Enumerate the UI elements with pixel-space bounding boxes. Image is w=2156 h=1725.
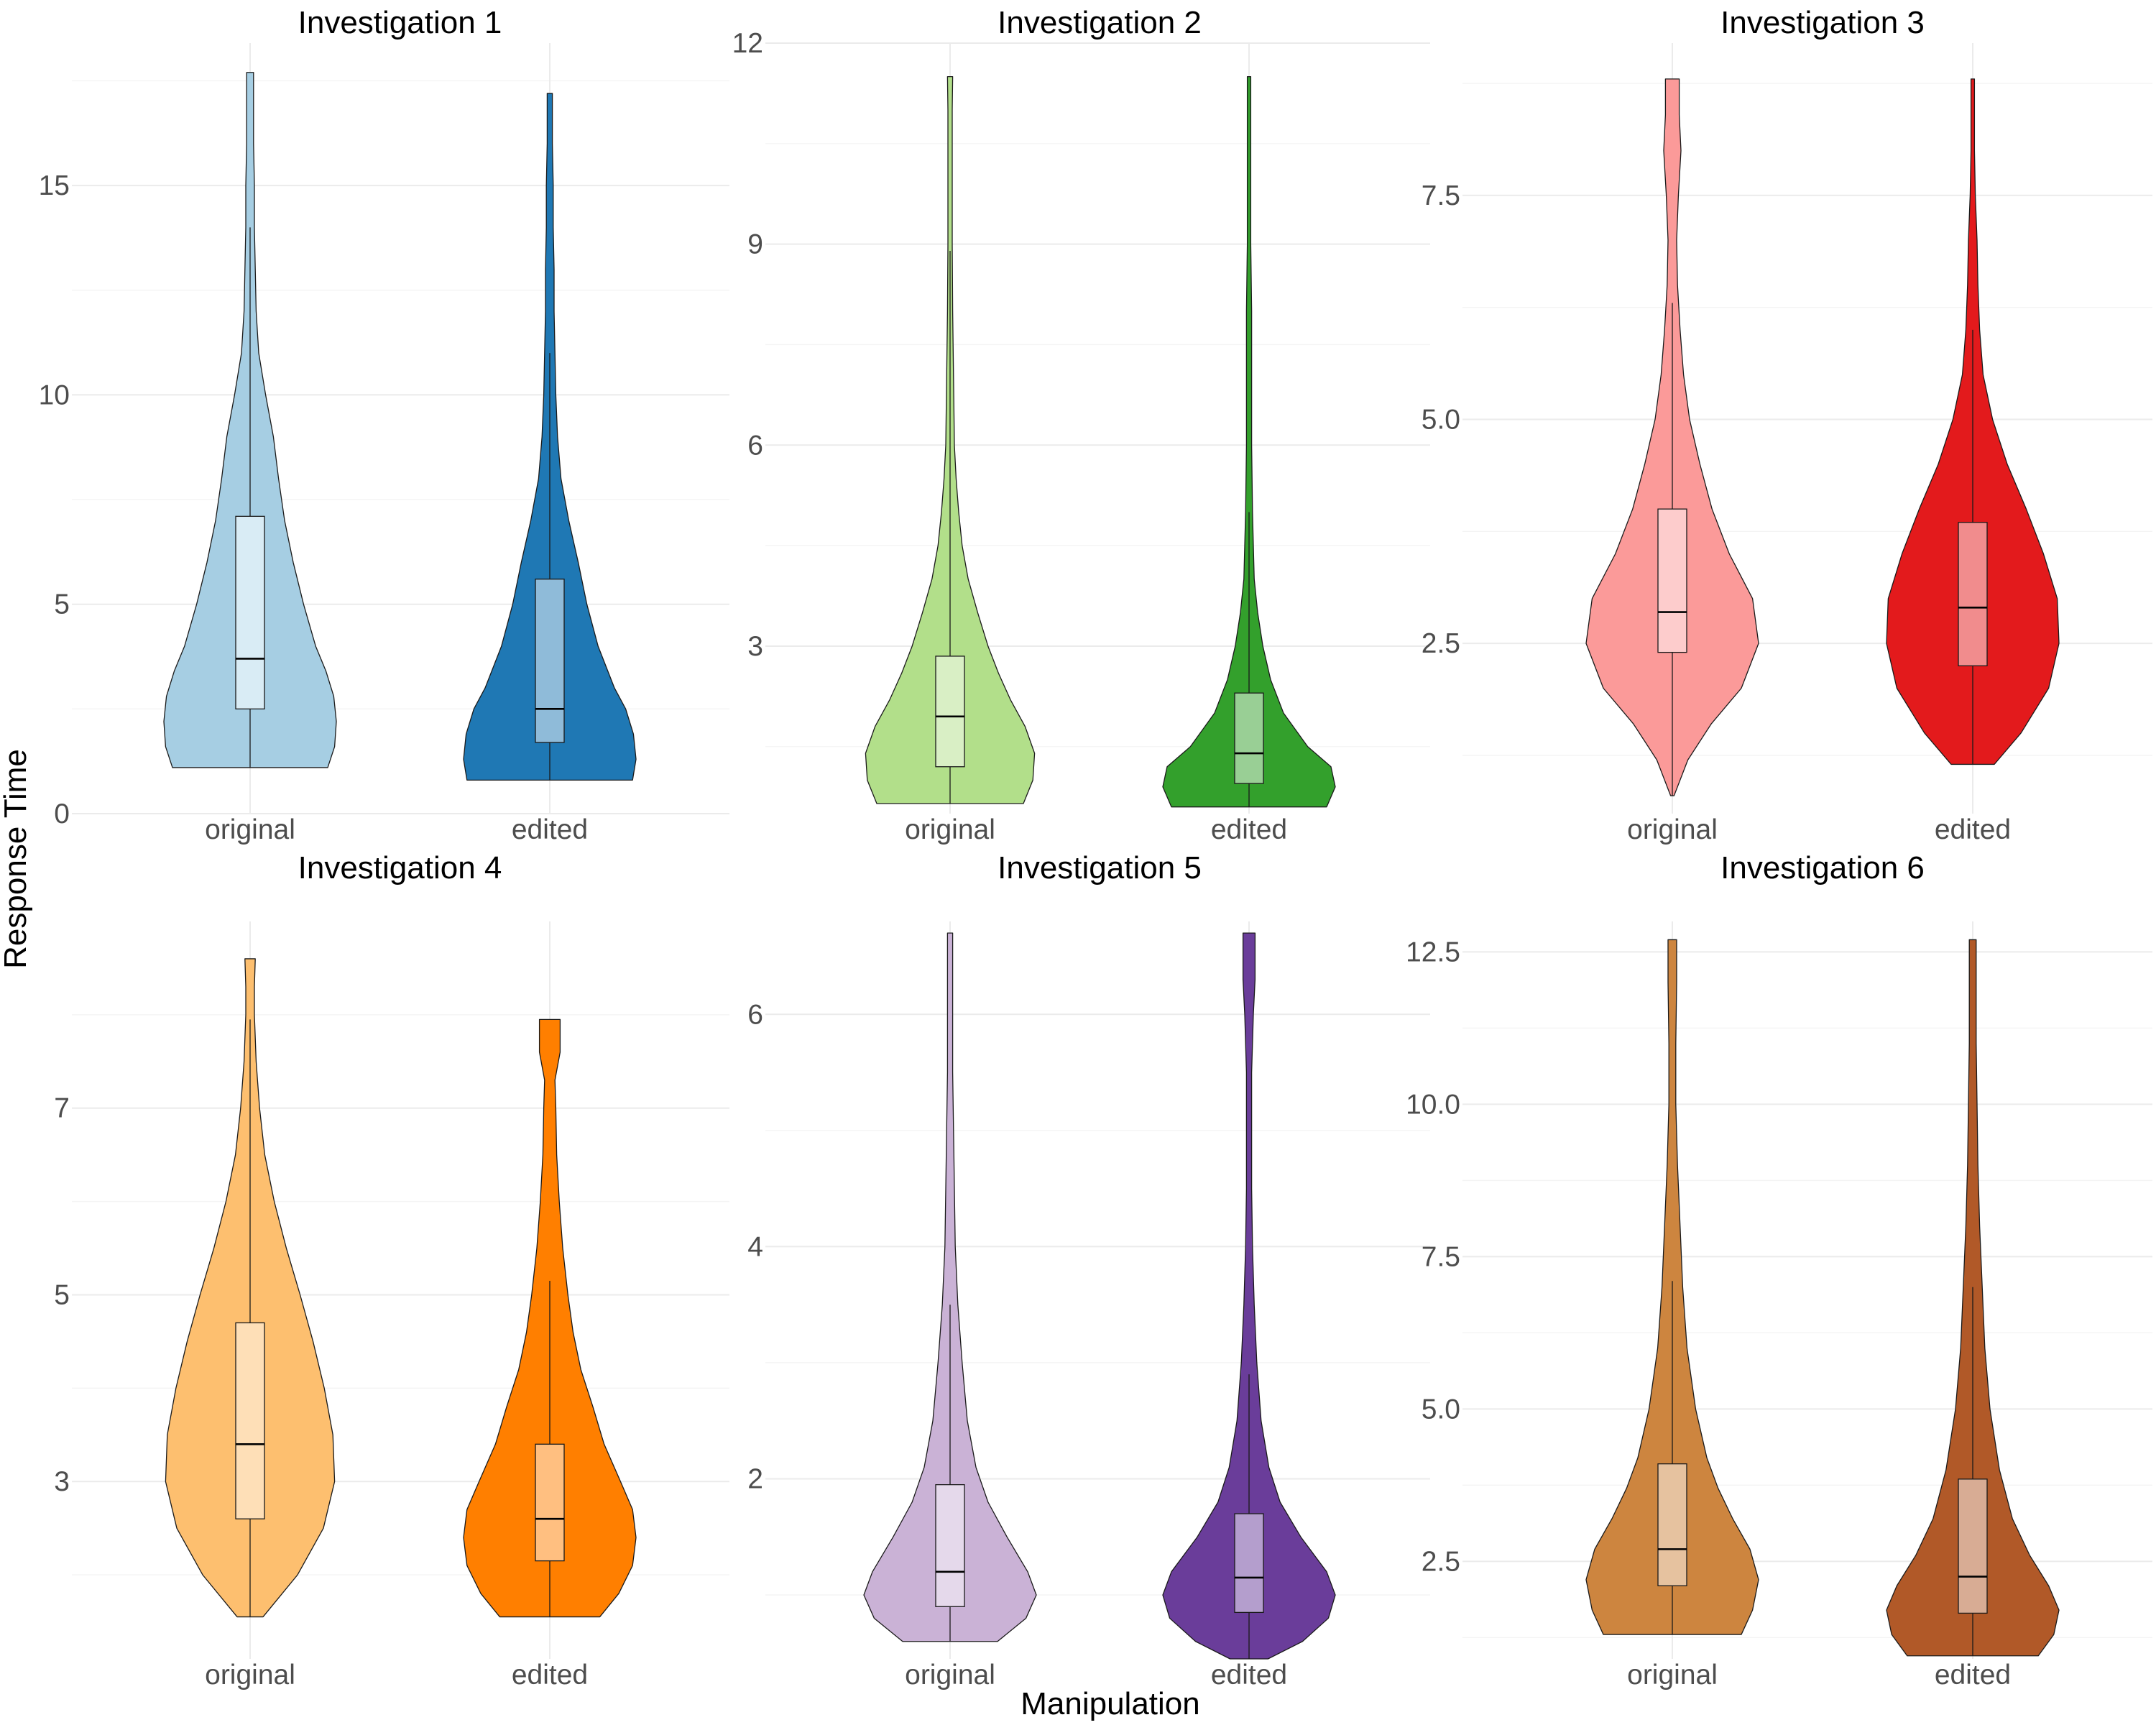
violin-shape bbox=[1162, 932, 1336, 1660]
y-axis-title: Response Time bbox=[0, 749, 33, 969]
violin-original bbox=[865, 75, 1036, 804]
y-tick-label: 0 bbox=[54, 799, 70, 829]
panel-title: Investigation 1 bbox=[298, 5, 502, 40]
violin-original bbox=[165, 958, 336, 1618]
x-tick-label-original: original bbox=[905, 814, 995, 845]
panel-title: Investigation 3 bbox=[1720, 5, 1925, 40]
panels: 0 5 10 15 original edited Investigation 1 3 6 9 12… bbox=[39, 5, 2152, 1690]
violin-original bbox=[863, 932, 1037, 1642]
box-iqr bbox=[235, 515, 265, 709]
y-tick-label: 7.5 bbox=[1422, 1241, 1460, 1272]
violin-edited bbox=[463, 1018, 637, 1618]
y-tick-label: 6 bbox=[747, 999, 763, 1030]
box-iqr bbox=[935, 656, 965, 768]
violin-original bbox=[163, 72, 337, 768]
violin-edited bbox=[1886, 78, 2060, 765]
x-tick-label-edited: edited bbox=[1935, 814, 2011, 845]
violin-edited bbox=[1886, 939, 2060, 1657]
x-tick-label-original: original bbox=[905, 1660, 995, 1690]
x-tick-label-original: original bbox=[205, 814, 295, 845]
y-tick-label: 12.5 bbox=[1406, 937, 1460, 967]
y-tick-label: 2.5 bbox=[1422, 628, 1460, 659]
box-iqr bbox=[235, 1322, 265, 1519]
violin-original bbox=[1585, 78, 1759, 796]
violin-edited bbox=[463, 93, 637, 781]
y-tick-label: 7.5 bbox=[1422, 180, 1460, 211]
panel-2: 3 6 9 12 original edited Investigation 2 bbox=[732, 5, 1430, 845]
y-tick-label: 3 bbox=[747, 631, 763, 662]
box-iqr bbox=[1657, 508, 1687, 653]
y-tick-label: 4 bbox=[747, 1231, 763, 1262]
x-tick-label-edited: edited bbox=[512, 1660, 588, 1690]
panel-6: 2.5 5.0 7.5 10.0 12.5 original edited Investiga… bbox=[1406, 850, 2152, 1690]
box-iqr bbox=[1234, 692, 1264, 784]
x-tick-label-edited: edited bbox=[1211, 814, 1287, 845]
panel-title: Investigation 4 bbox=[298, 850, 502, 886]
x-tick-label-original: original bbox=[1627, 1660, 1718, 1690]
y-tick-label: 2.5 bbox=[1422, 1546, 1460, 1577]
box-iqr bbox=[935, 1484, 965, 1607]
panel-title: Investigation 6 bbox=[1720, 850, 1925, 886]
violin-shape bbox=[863, 932, 1037, 1642]
y-tick-label: 5.0 bbox=[1422, 1394, 1460, 1425]
y-tick-label: 15 bbox=[39, 170, 70, 201]
box-iqr bbox=[535, 579, 565, 743]
box-iqr bbox=[1234, 1513, 1264, 1614]
y-tick-label: 10.0 bbox=[1406, 1089, 1460, 1120]
x-axis-title: Manipulation bbox=[1021, 1686, 1200, 1721]
panel-5: 2 4 6 original edited Investigation 5 bbox=[747, 850, 1430, 1690]
y-tick-label: 10 bbox=[39, 380, 70, 410]
y-tick-label: 3 bbox=[54, 1466, 70, 1497]
panel-4: 3 5 7 original edited Investigation 4 bbox=[54, 850, 729, 1690]
panel-1: 0 5 10 15 original edited Investigation 1 bbox=[39, 5, 729, 845]
y-tick-label: 9 bbox=[747, 229, 763, 260]
x-tick-label-edited: edited bbox=[512, 814, 588, 845]
box-iqr bbox=[535, 1443, 565, 1562]
violin-edited bbox=[1162, 932, 1336, 1660]
y-tick-label: 2 bbox=[747, 1464, 763, 1495]
box-iqr bbox=[1958, 1478, 1988, 1614]
y-tick-label: 5.0 bbox=[1422, 405, 1460, 436]
box-iqr bbox=[1958, 522, 1988, 666]
box-iqr bbox=[1657, 1463, 1687, 1586]
y-tick-label: 12 bbox=[732, 28, 763, 59]
x-tick-label-edited: edited bbox=[1935, 1660, 2011, 1690]
y-tick-label: 5 bbox=[54, 1279, 70, 1310]
y-tick-label: 6 bbox=[747, 430, 763, 461]
violin-shape bbox=[1162, 75, 1336, 808]
y-tick-label: 7 bbox=[54, 1093, 70, 1124]
y-tick-label: 5 bbox=[54, 589, 70, 620]
x-tick-label-edited: edited bbox=[1211, 1660, 1287, 1690]
x-tick-label-original: original bbox=[1627, 814, 1718, 845]
violin-original bbox=[1585, 939, 1759, 1635]
panel-title: Investigation 5 bbox=[998, 850, 1202, 886]
panel-3: 2.5 5.0 7.5 original edited Investigation 3 bbox=[1422, 5, 2152, 845]
violin-edited bbox=[1162, 75, 1336, 808]
x-tick-label-original: original bbox=[205, 1660, 295, 1690]
panel-title: Investigation 2 bbox=[998, 5, 1202, 40]
